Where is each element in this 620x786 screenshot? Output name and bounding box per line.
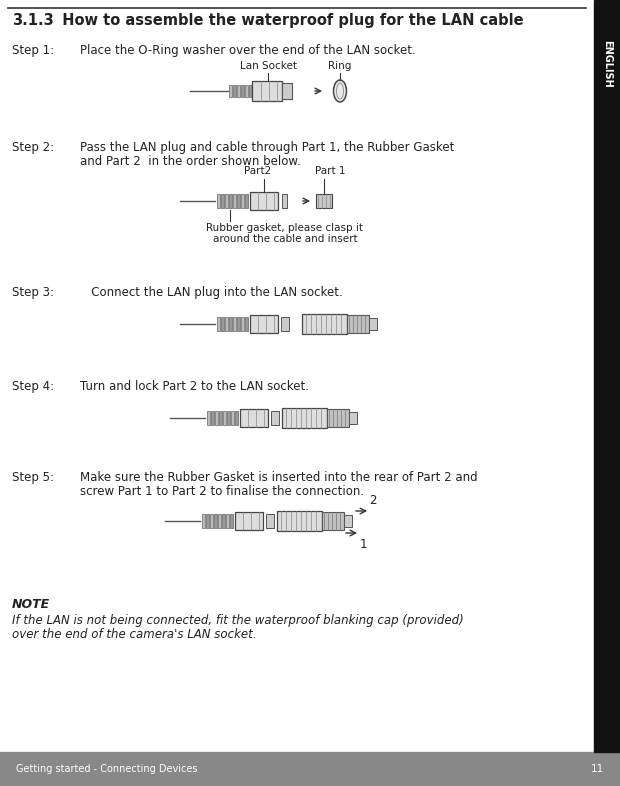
Bar bbox=[219, 411, 222, 425]
Bar bbox=[230, 514, 233, 528]
Bar bbox=[233, 194, 236, 208]
Bar bbox=[217, 317, 220, 331]
Text: Step 1:: Step 1: bbox=[12, 44, 54, 57]
Bar bbox=[252, 81, 282, 101]
Bar bbox=[302, 314, 347, 334]
Bar bbox=[271, 411, 279, 425]
Bar bbox=[249, 85, 252, 97]
Bar bbox=[221, 194, 224, 208]
Text: Part 1: Part 1 bbox=[315, 166, 345, 176]
Bar bbox=[241, 85, 244, 97]
Text: If the LAN is not being connected, fit the waterproof blanking cap (provided): If the LAN is not being connected, fit t… bbox=[12, 614, 464, 627]
Text: Step 2:: Step 2: bbox=[12, 141, 54, 154]
Bar bbox=[241, 317, 244, 331]
Bar bbox=[237, 85, 240, 97]
Bar bbox=[237, 194, 240, 208]
Bar bbox=[226, 514, 229, 528]
Text: screw Part 1 to Part 2 to finalise the connection.: screw Part 1 to Part 2 to finalise the c… bbox=[80, 485, 364, 498]
Bar bbox=[225, 317, 228, 331]
Text: around the cable and insert: around the cable and insert bbox=[213, 234, 357, 244]
Bar bbox=[281, 317, 289, 331]
Bar bbox=[229, 85, 232, 97]
Text: Part2: Part2 bbox=[244, 166, 272, 176]
Bar bbox=[221, 317, 224, 331]
Text: over the end of the camera's LAN socket.: over the end of the camera's LAN socket. bbox=[12, 628, 257, 641]
Text: 11: 11 bbox=[591, 764, 604, 774]
Text: Step 4:: Step 4: bbox=[12, 380, 54, 393]
Bar bbox=[227, 411, 230, 425]
Text: Ring: Ring bbox=[329, 61, 352, 71]
Text: Step 5:: Step 5: bbox=[12, 471, 54, 484]
Text: 3.1.3: 3.1.3 bbox=[12, 13, 54, 28]
Bar bbox=[250, 192, 278, 210]
Bar bbox=[214, 514, 217, 528]
Bar bbox=[235, 411, 238, 425]
Text: Connect the LAN plug into the LAN socket.: Connect the LAN plug into the LAN socket… bbox=[80, 286, 343, 299]
Bar bbox=[282, 83, 292, 99]
Bar bbox=[210, 514, 213, 528]
Bar bbox=[231, 411, 234, 425]
Bar bbox=[594, 0, 620, 752]
Ellipse shape bbox=[334, 80, 347, 102]
Text: ENGLISH: ENGLISH bbox=[602, 40, 612, 88]
Bar bbox=[211, 411, 214, 425]
Bar bbox=[233, 317, 236, 331]
Bar bbox=[218, 514, 221, 528]
Text: Make sure the Rubber Gasket is inserted into the rear of Part 2 and: Make sure the Rubber Gasket is inserted … bbox=[80, 471, 477, 484]
Bar bbox=[245, 317, 248, 331]
Bar bbox=[282, 194, 287, 208]
Bar bbox=[233, 85, 236, 97]
Bar bbox=[225, 194, 228, 208]
Text: Step 3:: Step 3: bbox=[12, 286, 54, 299]
Bar bbox=[277, 511, 322, 531]
Bar bbox=[322, 512, 344, 530]
Bar bbox=[282, 408, 327, 428]
Bar bbox=[229, 194, 232, 208]
Bar bbox=[245, 85, 248, 97]
Text: How to assemble the waterproof plug for the LAN cable: How to assemble the waterproof plug for … bbox=[52, 13, 524, 28]
Bar bbox=[207, 411, 210, 425]
Bar bbox=[215, 411, 218, 425]
Text: 1: 1 bbox=[359, 538, 367, 552]
Bar bbox=[202, 514, 205, 528]
Bar bbox=[217, 194, 220, 208]
Text: and Part 2  in the order shown below.: and Part 2 in the order shown below. bbox=[80, 155, 301, 168]
Bar bbox=[369, 318, 377, 330]
Text: Pass the LAN plug and cable through Part 1, the Rubber Gasket: Pass the LAN plug and cable through Part… bbox=[80, 141, 454, 154]
Bar bbox=[327, 409, 349, 427]
Bar bbox=[344, 515, 352, 527]
Bar bbox=[237, 317, 240, 331]
Bar bbox=[347, 315, 369, 333]
Text: Lan Socket: Lan Socket bbox=[239, 61, 296, 71]
Bar bbox=[206, 514, 209, 528]
Text: Turn and lock Part 2 to the LAN socket.: Turn and lock Part 2 to the LAN socket. bbox=[80, 380, 309, 393]
Text: Rubber gasket, please clasp it: Rubber gasket, please clasp it bbox=[206, 223, 363, 233]
Bar bbox=[0, 752, 620, 786]
Bar bbox=[250, 315, 278, 333]
Bar bbox=[240, 409, 268, 427]
Bar bbox=[266, 514, 274, 528]
Bar bbox=[245, 194, 248, 208]
Bar bbox=[316, 194, 332, 208]
Bar bbox=[235, 512, 263, 530]
Bar bbox=[349, 412, 357, 424]
Text: Getting started - Connecting Devices: Getting started - Connecting Devices bbox=[16, 764, 198, 774]
Bar bbox=[241, 194, 244, 208]
Bar bbox=[223, 411, 226, 425]
Text: Place the O-Ring washer over the end of the LAN socket.: Place the O-Ring washer over the end of … bbox=[80, 44, 416, 57]
Text: NOTE: NOTE bbox=[12, 598, 50, 611]
Bar bbox=[229, 317, 232, 331]
Text: 2: 2 bbox=[370, 494, 377, 508]
Bar bbox=[222, 514, 225, 528]
